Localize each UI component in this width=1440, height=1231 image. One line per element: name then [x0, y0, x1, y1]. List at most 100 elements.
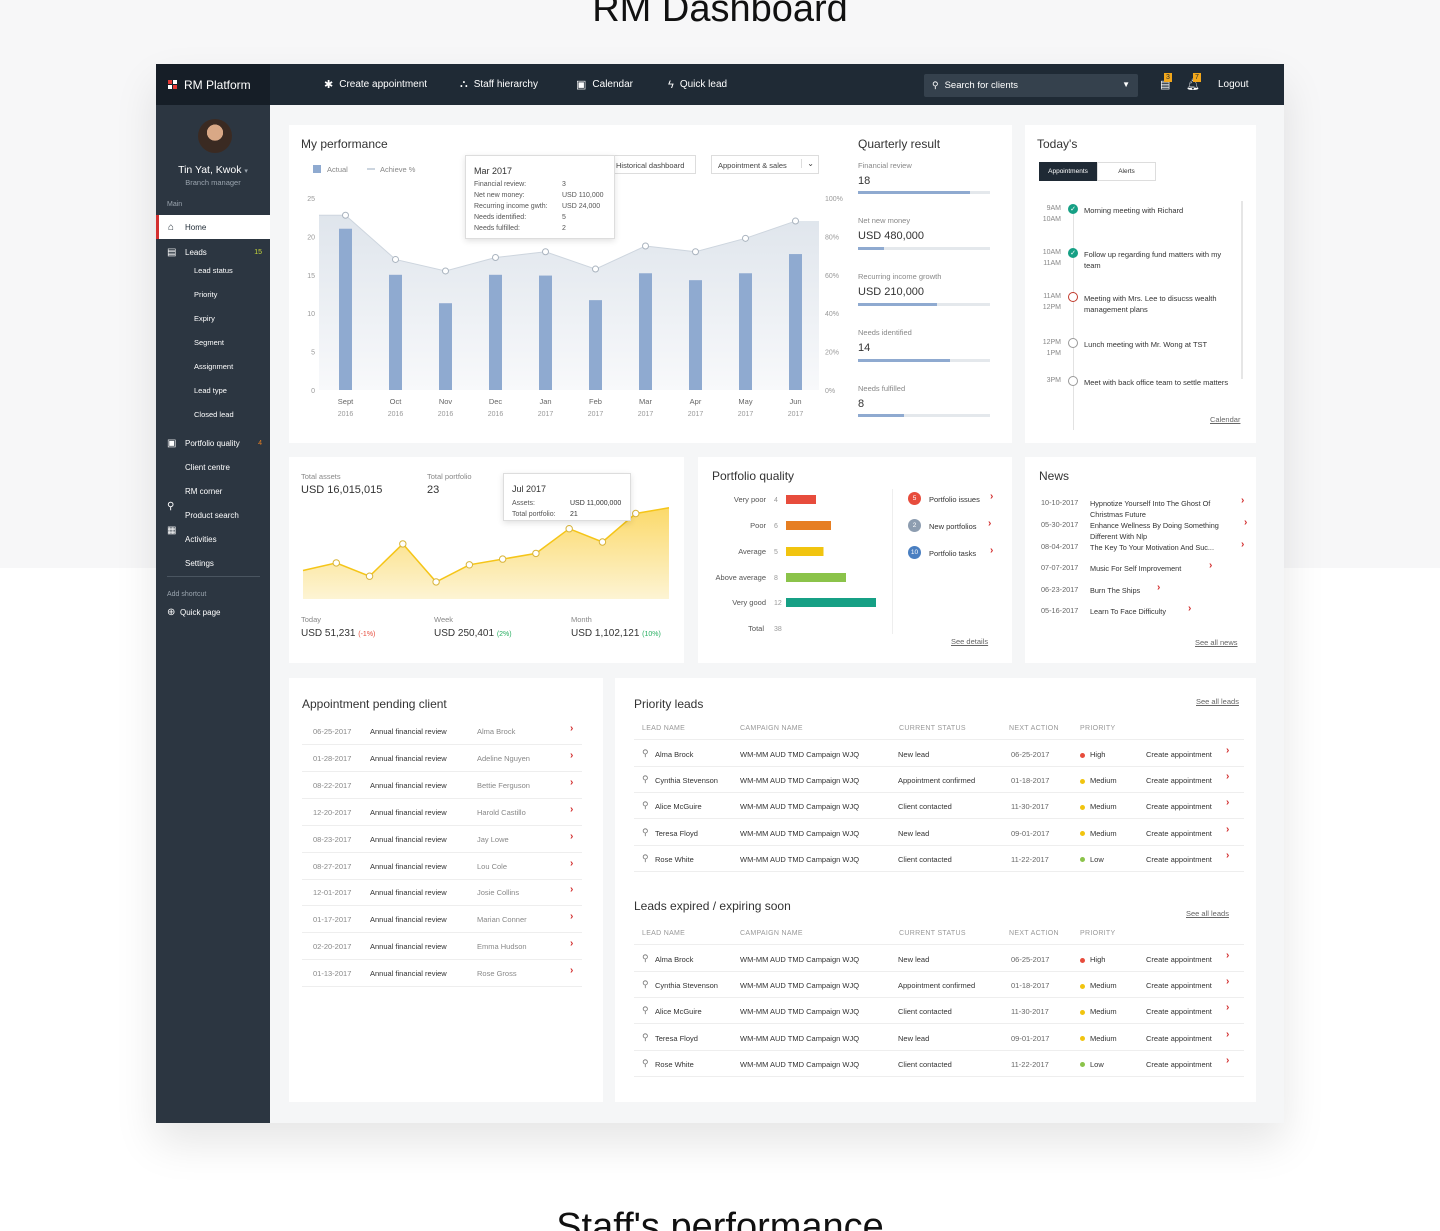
create-appointment-link[interactable]: Create appointment — [1146, 828, 1212, 838]
chevron-right-icon[interactable]: › — [990, 545, 994, 556]
chevron-right-icon[interactable]: › — [1226, 1054, 1230, 1066]
sidebar-sub-assignment[interactable]: Assignment — [194, 362, 234, 371]
chevron-right-icon[interactable]: › — [570, 803, 574, 815]
quick-page-button[interactable]: ⊕ Quick page — [156, 600, 270, 624]
sidebar-sub-closed-lead[interactable]: Closed lead — [194, 410, 234, 419]
sidebar-sub-lead-status[interactable]: Lead status — [194, 266, 233, 275]
table-row[interactable]: ⚲ Teresa Floyd WM-MM AUD TMD Campaign WJQ N… — [634, 820, 1244, 846]
create-appointment-link[interactable]: Create appointment — [1146, 1033, 1212, 1043]
actual-bar[interactable] — [739, 273, 752, 390]
appointment-sales-dropdown[interactable]: Appointment & sales ⌄ — [711, 155, 819, 174]
table-row[interactable]: 12-20-2017 Annual financial review Harold … — [302, 799, 582, 826]
chevron-right-icon[interactable]: › — [570, 776, 574, 788]
lead-name[interactable]: Rose White — [655, 854, 694, 864]
lead-name[interactable]: Alice McGuire — [655, 802, 702, 812]
sidebar-item-leads[interactable]: ▤ Leads 15 — [156, 240, 270, 264]
see-all-expiring-leads-link[interactable]: See all leads — [1186, 909, 1229, 918]
achieve-point[interactable] — [742, 234, 749, 242]
chevron-right-icon[interactable]: › — [570, 965, 574, 977]
table-row[interactable]: ⚲ Alice McGuire WM-MM AUD TMD Campaign WJQ… — [634, 998, 1244, 1025]
sidebar-sub-segment[interactable]: Segment — [194, 338, 225, 347]
news-headline[interactable]: Burn The Ships — [1090, 586, 1141, 595]
news-headline[interactable]: Enhance Wellness By Doing Something Diff… — [1090, 521, 1219, 541]
assets-point[interactable] — [498, 555, 507, 563]
create-appointment-link[interactable]: Create appointment — [1146, 1059, 1212, 1069]
chevron-right-icon[interactable]: › — [1226, 849, 1230, 861]
sidebar-item-client-centre[interactable]: Client centre — [156, 455, 270, 479]
lead-name[interactable]: Cynthia Stevenson — [655, 776, 718, 786]
pq-bar[interactable] — [786, 573, 846, 582]
create-appointment-link[interactable]: Create appointment — [1146, 854, 1212, 864]
achieve-point[interactable] — [492, 254, 499, 262]
assets-point[interactable] — [632, 509, 640, 518]
sidebar-item-rm-corner[interactable]: RM corner — [156, 479, 270, 503]
table-row[interactable]: ⚲ Rose White WM-MM AUD TMD Campaign WJQ Cli… — [634, 846, 1244, 872]
news-headline[interactable]: Hypnotize Yourself Into The Ghost Of Chr… — [1090, 499, 1211, 519]
achieve-point[interactable] — [442, 267, 449, 275]
create-appointment-link[interactable]: Create appointment — [1146, 750, 1212, 759]
chevron-right-icon[interactable]: › — [1226, 797, 1230, 809]
chevron-right-icon[interactable]: › — [570, 857, 574, 869]
achieve-point[interactable] — [542, 248, 549, 256]
achieve-point[interactable] — [342, 211, 349, 219]
appointment-item[interactable]: Follow up regarding fund matters with my… — [1084, 250, 1222, 270]
chevron-right-icon[interactable]: › — [570, 723, 574, 734]
lead-name[interactable]: Alma Brock — [655, 750, 694, 759]
chevron-right-icon[interactable]: › — [1188, 603, 1192, 614]
sidebar-sub-expiry[interactable]: Expiry — [194, 314, 215, 323]
chevron-right-icon[interactable]: › — [570, 884, 574, 896]
sidebar-item-settings[interactable]: Settings — [156, 551, 270, 575]
assets-point[interactable] — [332, 559, 340, 567]
lead-name[interactable]: Teresa Floyd — [655, 828, 698, 838]
chevron-right-icon[interactable]: › — [988, 518, 992, 529]
pq-bar[interactable] — [786, 547, 824, 556]
table-row[interactable]: ⚲ Teresa Floyd WM-MM AUD TMD Campaign WJQ N… — [634, 1025, 1244, 1051]
notification-icon[interactable]: ▤ — [1160, 79, 1171, 91]
news-headline[interactable]: Learn To Face Difficulty — [1090, 607, 1166, 616]
assets-point[interactable] — [399, 540, 407, 548]
chevron-right-icon[interactable]: › — [1226, 950, 1230, 961]
nav-create-appointment[interactable]: ✱ Create appointment — [324, 64, 427, 105]
see-details-link[interactable]: See details — [951, 637, 989, 646]
appointment-item[interactable]: Meet with back office team to settle mat… — [1084, 378, 1229, 387]
chevron-right-icon[interactable]: › — [570, 749, 574, 761]
assets-point[interactable] — [565, 525, 573, 533]
chevron-right-icon[interactable]: › — [1226, 771, 1230, 783]
issue-link[interactable]: Portfolio issues — [929, 495, 980, 504]
nav-quick-lead[interactable]: ϟ Quick lead — [668, 64, 727, 105]
table-row[interactable]: 06-25-2017 Annual financial review Alma Br… — [302, 718, 582, 745]
achieve-point[interactable] — [792, 217, 799, 225]
table-row[interactable]: 01-28-2017 Annual financial review Adeline… — [302, 745, 582, 772]
table-row[interactable]: 02-20-2017 Annual financial review Emma Hu… — [302, 933, 582, 961]
news-headline[interactable]: Music For Self Improvement — [1090, 564, 1182, 573]
see-all-news-link[interactable]: See all news — [1195, 638, 1238, 647]
bell-icon[interactable]: 🔔︎ — [1186, 79, 1200, 91]
issue-link[interactable]: New portfolios — [929, 522, 977, 531]
actual-bar[interactable] — [439, 303, 452, 390]
create-appointment-link[interactable]: Create appointment — [1146, 776, 1212, 786]
table-row[interactable]: ⚲ Rose White WM-MM AUD TMD Campaign WJQ Cli… — [634, 1051, 1244, 1077]
sidebar-item-home[interactable]: ⌂ Home — [156, 215, 270, 239]
lead-name[interactable]: Teresa Floyd — [655, 1033, 698, 1043]
appointment-item[interactable]: Lunch meeting with Mr. Wong at TST — [1084, 340, 1208, 349]
chevron-right-icon[interactable]: › — [570, 938, 574, 950]
lead-name[interactable]: Alice McGuire — [655, 1007, 702, 1017]
actual-bar[interactable] — [339, 228, 352, 390]
achieve-point[interactable] — [692, 248, 699, 256]
pq-bar[interactable] — [786, 521, 831, 530]
pq-bar[interactable] — [786, 495, 816, 504]
chevron-right-icon[interactable]: › — [1157, 582, 1161, 593]
achieve-point[interactable] — [642, 242, 649, 250]
chevron-right-icon[interactable]: › — [570, 911, 574, 923]
table-row[interactable]: ⚲ Cynthia Stevenson WM-MM AUD TMD Campaign… — [634, 767, 1244, 794]
create-appointment-link[interactable]: Create appointment — [1146, 802, 1212, 812]
sidebar-item-activities[interactable]: ▦ Activities — [156, 525, 270, 551]
lead-name[interactable]: Alma Brock — [655, 955, 694, 964]
actual-bar[interactable] — [589, 300, 602, 390]
pq-bar[interactable] — [786, 598, 876, 607]
calendar-link[interactable]: Calendar — [1210, 415, 1241, 424]
chevron-right-icon[interactable]: › — [990, 491, 994, 502]
table-row[interactable]: ⚲ Alice McGuire WM-MM AUD TMD Campaign WJQ… — [634, 793, 1244, 820]
chevron-right-icon[interactable]: › — [1226, 1002, 1230, 1014]
assets-point[interactable] — [365, 572, 374, 580]
